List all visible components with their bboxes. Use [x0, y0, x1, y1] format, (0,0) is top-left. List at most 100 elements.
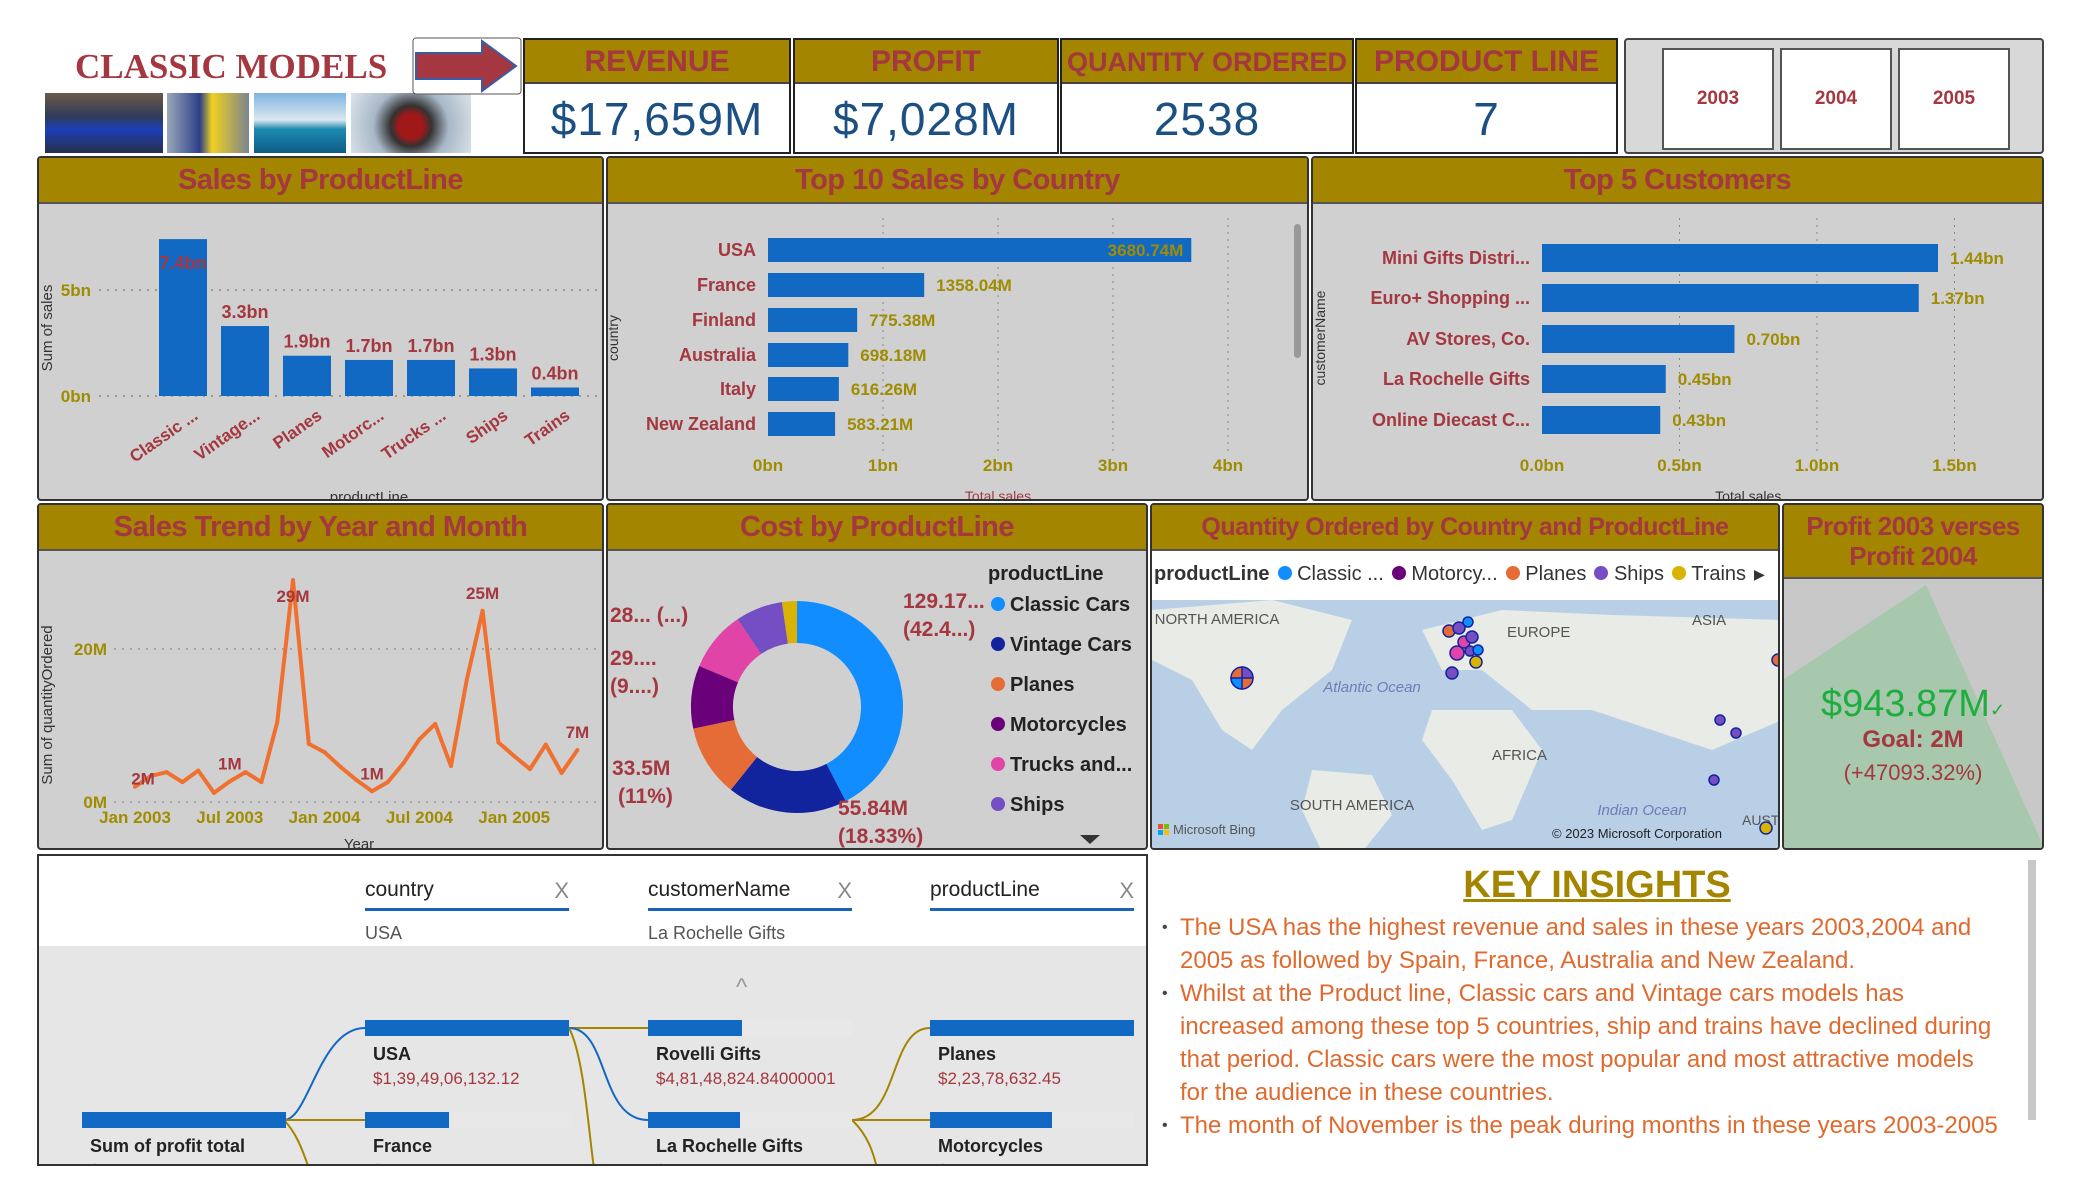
legend-item[interactable]: Ships	[1594, 563, 1664, 586]
tree-node[interactable]: La Rochelle Gifts $4,73,18,717.05	[648, 1112, 852, 1164]
filter-customer[interactable]: customerName X La Rochelle Gifts	[648, 878, 852, 944]
data-point	[370, 789, 374, 794]
data-label: 0.43bn	[1672, 411, 1726, 430]
x-tick-label: Classic ...	[126, 406, 201, 467]
kpi-quantity-ordered: QUANTITY ORDERED 2538	[1060, 38, 1354, 154]
data-point	[528, 767, 532, 772]
data-label: 1M	[360, 764, 384, 783]
kpi-label: PROFIT	[795, 40, 1057, 84]
legend-item[interactable]: Trains	[1671, 563, 1746, 586]
bar	[1542, 244, 1938, 272]
close-icon[interactable]: X	[837, 878, 852, 903]
bar	[1542, 406, 1661, 434]
node-value: $1,34,18,032.32	[938, 1161, 1134, 1164]
data-point	[212, 790, 216, 795]
data-point	[433, 721, 438, 726]
data-label: 29....	[610, 647, 657, 670]
data-point	[401, 760, 406, 765]
kpi-value: $17,659M	[550, 93, 764, 145]
data-point	[496, 740, 501, 745]
brand-title: CLASSIC MODELS	[75, 47, 388, 86]
node-value: $4,73,18,717.05	[656, 1161, 852, 1164]
y-tick-label: 0M	[83, 793, 107, 812]
y-tick-label: Australia	[679, 345, 757, 365]
year-2004-button[interactable]: 2004	[1780, 48, 1892, 150]
panel-title: Top 10 Sales by Country	[608, 158, 1307, 204]
node-label: La Rochelle Gifts	[656, 1136, 804, 1156]
legend-title: productLine	[988, 563, 1104, 585]
map-legend-title: productLine	[1154, 563, 1270, 585]
x-tick-label: 0bn	[753, 456, 783, 475]
scrollbar[interactable]	[2028, 860, 2036, 1120]
node-label: USA	[373, 1044, 412, 1064]
legend-next-arrow-icon[interactable]: ▶	[1754, 566, 1765, 582]
world-map[interactable]: NORTH AMERICA EUROPE ASIA AFRICA SOUTH A…	[1152, 600, 1780, 850]
node-bar	[365, 1020, 569, 1036]
y-tick-label: 5bn	[61, 281, 91, 300]
data-point	[559, 770, 564, 775]
key-insights-panel: KEY INSIGHTS The USA has the highest rev…	[1150, 854, 2044, 1166]
tree-node[interactable]: Rovelli Gifts $4,81,48,824.84000001	[648, 1020, 852, 1089]
x-tick-label: Trucks ...	[378, 406, 449, 464]
close-icon[interactable]: X	[554, 878, 569, 903]
legend-item[interactable]: Motorcy...	[1391, 563, 1498, 586]
map-label: AFRICA	[1492, 747, 1547, 764]
insight-item: Whilst at the Product line, Classic cars…	[1160, 977, 2004, 1109]
top5-customers-chart: 0.0bn 0.5bn 1.0bn 1.5bn Total sales customerN…	[1313, 218, 2004, 499]
data-point	[306, 741, 311, 746]
data-point	[417, 737, 422, 742]
y-tick-label: Euro+ Shopping ...	[1371, 288, 1531, 308]
legend-dot-icon	[991, 677, 1005, 691]
year-2003-button[interactable]: 2003	[1662, 48, 1774, 150]
tree-node[interactable]: Sum of profit total $4,98,21,20,463.93999…	[82, 1112, 286, 1164]
kpi-value: 7	[1473, 93, 1500, 145]
donut-slice	[730, 756, 846, 813]
data-label: 1358.04M	[936, 276, 1012, 295]
legend-item: Motorcycles	[1010, 714, 1127, 736]
scroll-up-chevron-icon[interactable]: ^	[736, 974, 748, 1001]
insight-item: The USA has the highest revenue and sale…	[1160, 911, 2004, 977]
kpi-label: REVENUE	[525, 40, 789, 84]
tree-node[interactable]: USA $1,39,49,06,132.12	[365, 1020, 569, 1089]
x-axis-title: Year	[344, 836, 374, 850]
top10-sales-chart: 0bn 1bn 2bn 3bn 4bn Total sales country USA 3680…	[608, 218, 1243, 499]
year-2005-button[interactable]: 2005	[1898, 48, 2010, 150]
legend-dot-icon	[991, 717, 1005, 731]
scrollbar[interactable]	[1294, 224, 1301, 358]
map-label: ASIA	[1692, 612, 1726, 629]
legend-item[interactable]: Planes	[1505, 563, 1586, 586]
filter-country[interactable]: country X USA	[365, 878, 569, 944]
filter-field: customerName	[648, 878, 852, 911]
x-tick-label: Jul 2004	[386, 808, 454, 827]
data-point	[196, 768, 201, 773]
filter-field: productLine	[930, 878, 1134, 911]
bar	[768, 273, 925, 297]
legend-item[interactable]: Classic ...	[1277, 563, 1384, 586]
data-point	[227, 779, 232, 784]
map-pie-markers[interactable]	[1230, 616, 1780, 835]
tree-node[interactable]: Planes $2,23,78,632.45	[930, 1020, 1134, 1089]
data-label: 1.37bn	[1931, 289, 1985, 308]
x-tick-label: Trains	[521, 406, 573, 450]
tree-node[interactable]: France $57,29,42,241.66	[365, 1112, 569, 1164]
panel-title: Sales Trend by Year and Month	[39, 505, 602, 551]
data-point	[322, 750, 327, 755]
data-point	[148, 773, 153, 778]
data-label: 1.9bn	[283, 332, 330, 352]
profit-delta: (+47093.32%)	[1843, 760, 1983, 785]
top10-sales-country-panel: Top 10 Sales by Country 0bn 1bn 2bn 3bn 4bn T…	[606, 156, 1309, 501]
tree-node[interactable]: Motorcycles $1,34,18,032.32	[930, 1112, 1134, 1164]
bar	[159, 239, 207, 396]
close-icon[interactable]: X	[1119, 878, 1134, 903]
data-point	[385, 780, 390, 785]
data-point	[480, 608, 485, 613]
filter-productline[interactable]: productLine X	[930, 878, 1134, 923]
sales-by-productline-panel: Sales by ProductLine 0bn 5bn Sum of sales p…	[37, 156, 604, 501]
data-point	[164, 770, 169, 775]
data-point	[512, 754, 517, 759]
map-label: Indian Ocean	[1597, 802, 1686, 819]
bar	[531, 387, 579, 396]
x-tick-label: Vintage...	[191, 406, 264, 465]
data-label: 25M	[466, 584, 499, 603]
ship-photo	[254, 93, 346, 153]
